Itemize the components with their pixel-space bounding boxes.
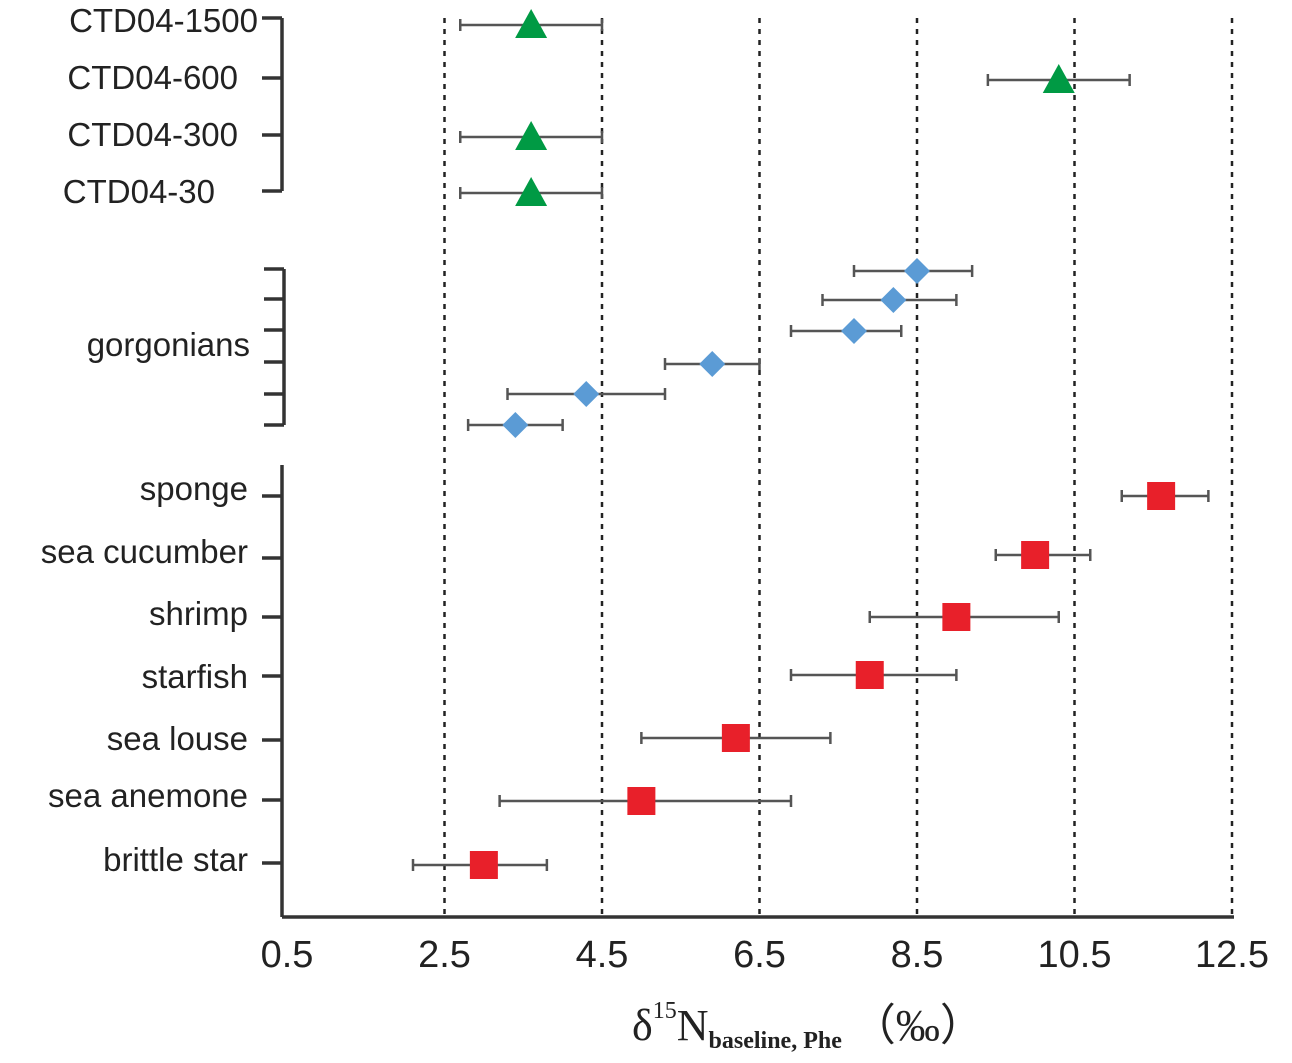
y-label-sea-louse: sea louse [107, 720, 248, 757]
y-tick-labels: gorgonians CTD04-1500 CTD04-600 CTD04-300 C… [41, 2, 258, 878]
x-tick-10.5: 10.5 [1038, 934, 1112, 976]
x-tick-0.5: 0.5 [261, 934, 314, 976]
marker-diamond-gorgonians-1 [880, 287, 907, 313]
marker-triangle-CTD-2 [515, 121, 548, 150]
x-tick-4.5: 4.5 [576, 934, 629, 976]
group-label-gorgonians: gorgonians [87, 326, 250, 363]
marker-square-benthos-2 [942, 603, 971, 631]
marker-diamond-gorgonians-3 [699, 351, 726, 377]
y-label-shrimp: shrimp [149, 595, 248, 632]
y-label-ctd04-1500: CTD04-1500 [69, 2, 258, 39]
y-label-brittle-star: brittle star [103, 841, 248, 878]
grid-layer [443, 18, 1234, 917]
x-tick-6.5: 6.5 [733, 934, 786, 976]
x-tick-labels: 0.5 2.5 4.5 6.5 8.5 10.5 12.5 [261, 934, 1269, 976]
marker-triangle-CTD-0 [515, 9, 548, 38]
x-tick-2.5: 2.5 [418, 934, 471, 976]
x-tick-12.5: 12.5 [1195, 934, 1269, 976]
y-label-sponge: sponge [140, 470, 248, 507]
marker-square-benthos-3 [855, 661, 884, 689]
marker-diamond-gorgonians-5 [502, 412, 529, 438]
marker-square-benthos-5 [627, 787, 656, 815]
marker-triangle-CTD-1 [1042, 64, 1075, 93]
y-label-sea-cucumber: sea cucumber [41, 533, 248, 570]
axis-layer [262, 16, 1234, 919]
y-label-starfish: starfish [142, 658, 248, 695]
y-label-ctd04-30: CTD04-30 [63, 173, 215, 210]
y-label-ctd04-300: CTD04-300 [67, 116, 238, 153]
marker-square-benthos-0 [1147, 482, 1176, 510]
marker-square-benthos-6 [469, 851, 498, 879]
markers [469, 9, 1176, 879]
marker-diamond-gorgonians-4 [573, 381, 600, 407]
y-label-sea-anemone: sea anemone [48, 777, 248, 814]
x-axis-label: δ15Nbaseline, Phe （‰） [632, 998, 984, 1054]
marker-square-benthos-1 [1021, 541, 1050, 569]
marker-triangle-CTD-3 [515, 177, 548, 206]
marker-diamond-gorgonians-0 [904, 258, 930, 284]
marker-square-benthos-4 [721, 724, 750, 752]
marker-diamond-gorgonians-2 [841, 318, 867, 344]
y-label-ctd04-600: CTD04-600 [67, 59, 238, 96]
x-tick-8.5: 8.5 [891, 934, 944, 976]
